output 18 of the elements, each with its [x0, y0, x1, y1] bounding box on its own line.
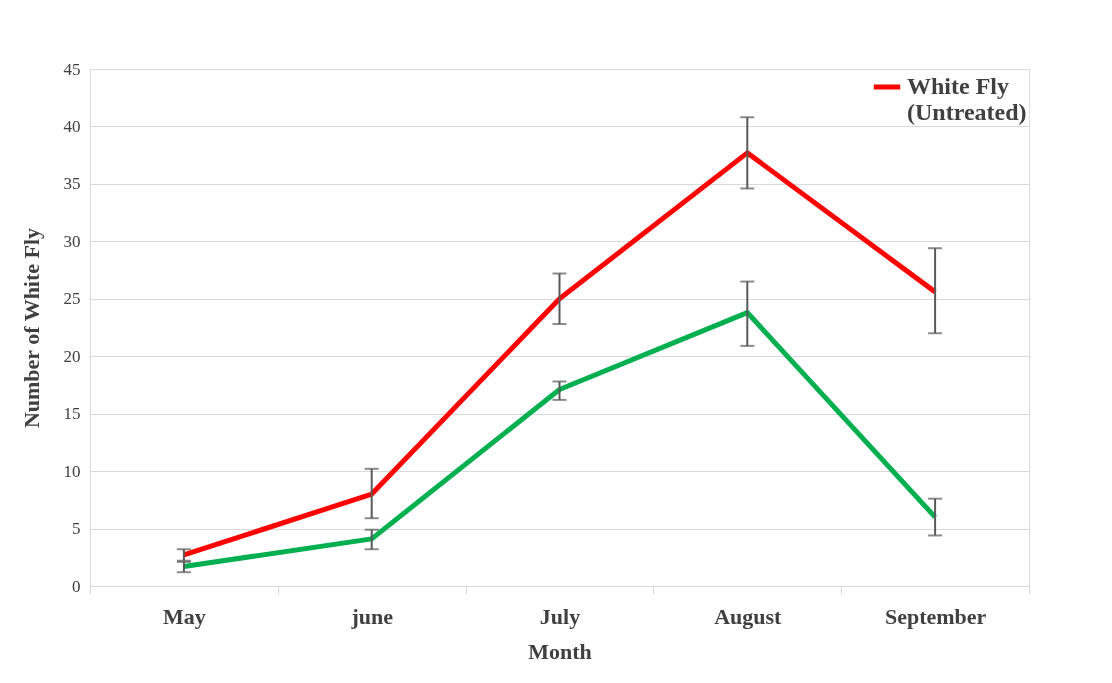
y-tick-label: 10 — [63, 461, 81, 481]
x-tick-label: May — [163, 603, 206, 629]
y-tick-label: 35 — [63, 174, 81, 194]
y-tick-label: 30 — [63, 231, 81, 251]
legend-label: White Fly (Untreated) — [907, 73, 1027, 125]
x-tick-label: July — [539, 603, 581, 629]
x-axis-title: Month — [528, 638, 592, 664]
y-tick-label: 20 — [63, 346, 81, 366]
y-tick-label: 45 — [63, 59, 81, 79]
x-tick-label: September — [884, 603, 987, 629]
y-tick-label: 15 — [63, 404, 81, 424]
y-tick-label: 25 — [63, 289, 81, 309]
y-tick-label: 0 — [72, 576, 81, 596]
x-tick-label: August — [714, 603, 783, 629]
y-tick-label: 5 — [72, 519, 81, 539]
y-tick-label: 40 — [63, 116, 81, 136]
y-axis-title: Number of White Fly — [18, 227, 44, 429]
x-tick-label: june — [350, 603, 394, 629]
